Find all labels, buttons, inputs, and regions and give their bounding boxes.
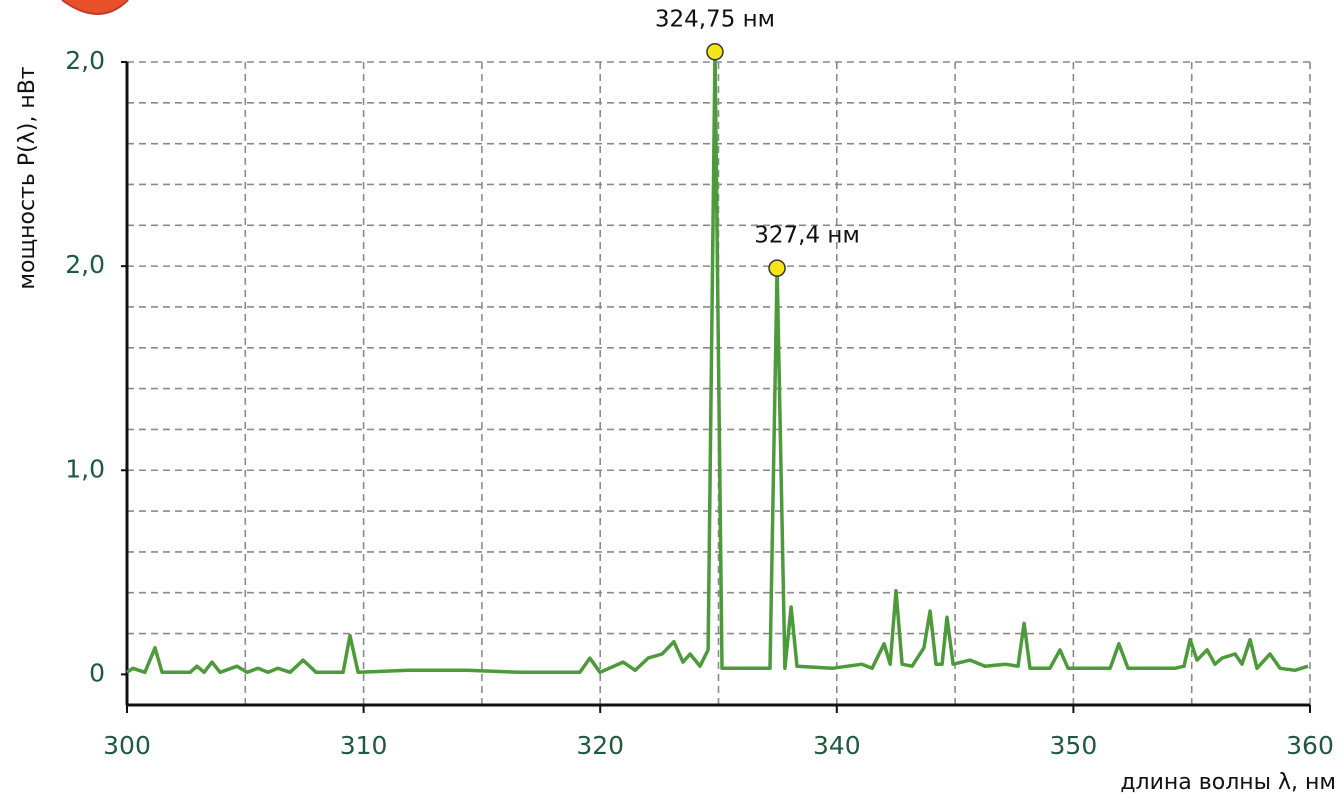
- logo: [61, 0, 129, 15]
- y-tick-label: 2,0: [65, 250, 105, 279]
- peak-annotation: 324,75 нм: [655, 6, 775, 32]
- x-tick-label: 300: [103, 731, 151, 760]
- spectrum-line: [126, 50, 1309, 675]
- x-tick-label: 310: [340, 731, 388, 760]
- y-axis-title: мощность P(λ), нВт: [15, 66, 40, 289]
- x-tick-label: 350: [1050, 731, 1098, 760]
- peak-marker: [768, 259, 786, 277]
- x-tick-label: 340: [813, 731, 861, 760]
- peak-annotation: 327,4 нм: [754, 223, 860, 249]
- y-tick-label: 0: [89, 658, 105, 687]
- x-tick-label: 320: [576, 731, 624, 760]
- y-tick-label: 1,0: [65, 454, 105, 483]
- peak-marker: [706, 43, 724, 61]
- y-tick-label: 2,0: [65, 46, 105, 75]
- x-axis-title: длина волны λ, нм: [1120, 770, 1336, 795]
- x-tick-label: 360: [1286, 731, 1334, 760]
